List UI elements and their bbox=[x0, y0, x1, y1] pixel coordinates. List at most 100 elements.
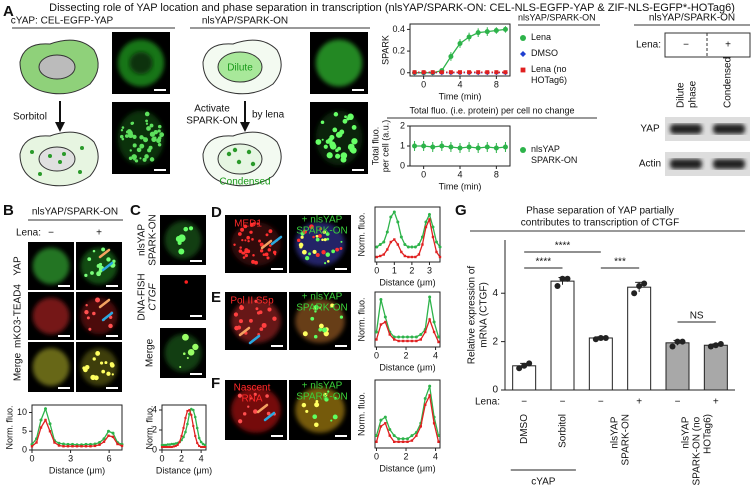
lena-state: − bbox=[521, 397, 527, 408]
condensate bbox=[266, 256, 270, 260]
x-tick-label: 3 bbox=[68, 453, 73, 463]
data-point bbox=[410, 339, 414, 343]
condensate bbox=[86, 316, 90, 320]
condensate bbox=[351, 125, 357, 130]
condensate bbox=[318, 327, 323, 332]
band-label: Actin bbox=[639, 159, 661, 170]
condensate bbox=[238, 419, 243, 424]
channel-label: SPARK-ON bbox=[148, 214, 159, 266]
data-point bbox=[431, 225, 435, 229]
condensate bbox=[264, 252, 269, 257]
condensate bbox=[350, 147, 357, 154]
condensate bbox=[127, 130, 133, 136]
pointer-arrow bbox=[256, 403, 269, 414]
data-point bbox=[374, 330, 378, 334]
condensate bbox=[101, 369, 106, 374]
condensate bbox=[326, 152, 333, 159]
data-point bbox=[116, 442, 119, 446]
stain-label: Nascent bbox=[234, 383, 271, 394]
channel-label: DNA-FISH bbox=[137, 273, 148, 320]
condensate bbox=[330, 419, 333, 422]
legend-marker bbox=[520, 35, 526, 41]
data-point bbox=[417, 243, 421, 246]
condensate bbox=[333, 112, 339, 117]
lena-label: Lena: bbox=[636, 40, 661, 51]
data-point bbox=[120, 444, 124, 448]
condensate bbox=[312, 414, 318, 420]
data-point bbox=[448, 54, 454, 59]
y-tick-label: 2 bbox=[400, 120, 405, 130]
cell-signal bbox=[32, 348, 70, 386]
pointer-arrow bbox=[270, 235, 283, 246]
data-point bbox=[412, 70, 417, 75]
condensate bbox=[252, 254, 255, 257]
condensate bbox=[106, 257, 111, 262]
data-point bbox=[419, 338, 422, 341]
data-point bbox=[195, 426, 199, 430]
data-point bbox=[493, 145, 499, 151]
condensate bbox=[247, 405, 250, 408]
data-point bbox=[102, 440, 106, 443]
condensate bbox=[326, 260, 330, 263]
data-point bbox=[107, 429, 110, 433]
x-tick-label: 8 bbox=[494, 79, 499, 89]
condensate bbox=[106, 371, 111, 376]
condensate bbox=[315, 237, 320, 242]
data-point bbox=[466, 34, 472, 40]
condensate bbox=[344, 115, 347, 119]
replicate-point bbox=[712, 342, 719, 349]
data-point bbox=[375, 440, 378, 444]
data-point bbox=[400, 250, 403, 254]
data-point bbox=[164, 443, 168, 447]
x-axis-label: Distance (μm) bbox=[379, 463, 435, 473]
condensate bbox=[253, 392, 257, 396]
data-point bbox=[168, 445, 171, 449]
data-point bbox=[200, 445, 203, 449]
data-point bbox=[170, 445, 173, 449]
x-tick-label: 2 bbox=[179, 453, 184, 463]
condensate bbox=[319, 227, 323, 231]
data-point bbox=[397, 440, 400, 444]
data-point bbox=[437, 340, 440, 344]
condensate bbox=[335, 247, 340, 252]
data-point bbox=[199, 440, 203, 444]
condensate bbox=[131, 154, 137, 160]
y-axis-label: Norm. fluo. bbox=[4, 405, 14, 449]
condensate bbox=[240, 304, 243, 307]
data-point bbox=[379, 425, 383, 428]
data-point bbox=[98, 441, 101, 444]
western-blot: nlsYAP/SPARK-ON Lena: − + Dilute phase C… bbox=[634, 13, 751, 176]
data-point bbox=[162, 445, 165, 449]
y-tick-label: 0 bbox=[22, 444, 27, 454]
bar bbox=[627, 286, 652, 391]
data-point bbox=[415, 434, 418, 437]
condensate bbox=[92, 311, 96, 316]
condensate bbox=[145, 122, 149, 125]
data-point bbox=[170, 442, 174, 446]
data-point bbox=[428, 218, 431, 221]
data-point bbox=[39, 426, 43, 429]
panel-title: nlsYAP/SPARK-ON bbox=[202, 16, 288, 27]
condensate bbox=[327, 390, 330, 393]
x-tick-label: 0 bbox=[421, 79, 426, 89]
condensate bbox=[238, 319, 243, 324]
condensate bbox=[259, 327, 264, 331]
pointer-arrow bbox=[98, 248, 111, 259]
condensate bbox=[326, 237, 330, 241]
condensate bbox=[157, 129, 161, 133]
condensate bbox=[95, 297, 101, 303]
cell-signal bbox=[231, 221, 281, 267]
condensate bbox=[256, 222, 260, 225]
cell-cartoon bbox=[202, 39, 282, 95]
data-point bbox=[53, 441, 56, 444]
condensate bbox=[256, 311, 261, 315]
condensate bbox=[119, 134, 124, 139]
data-point bbox=[107, 434, 110, 437]
x-tick-label: 0 bbox=[29, 453, 34, 463]
condensate bbox=[262, 253, 266, 256]
x-axis-label: Distance (μm) bbox=[49, 465, 105, 475]
condensate bbox=[186, 357, 189, 360]
condensate bbox=[184, 280, 188, 284]
condensate bbox=[139, 157, 142, 160]
data-point bbox=[484, 144, 490, 150]
